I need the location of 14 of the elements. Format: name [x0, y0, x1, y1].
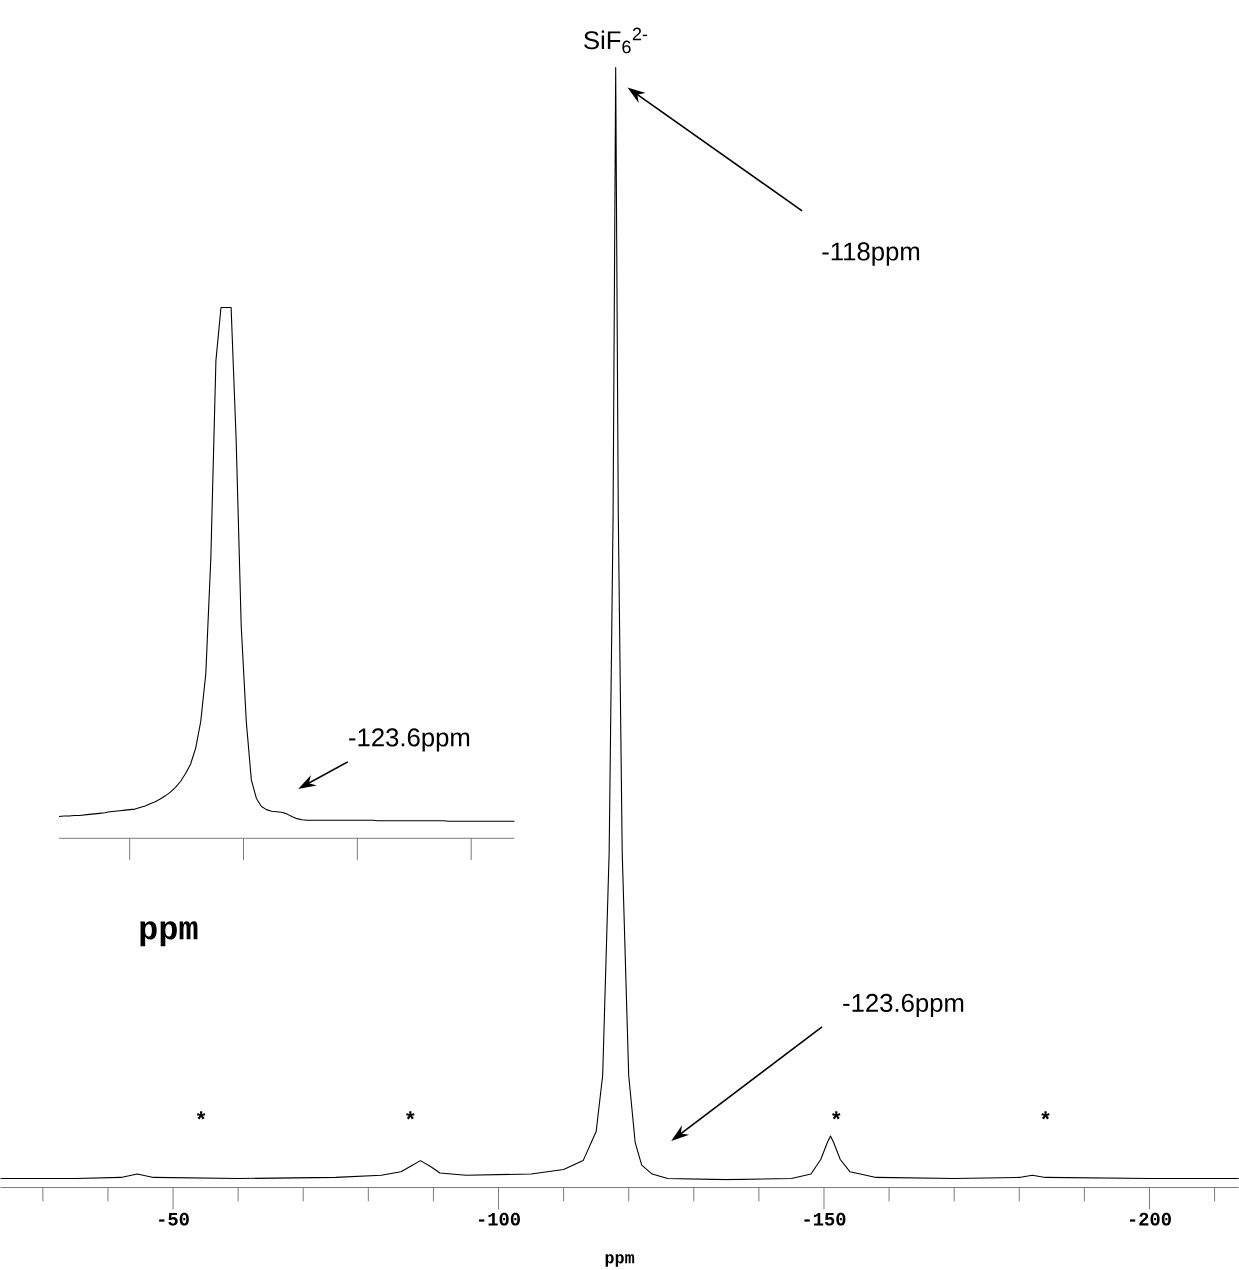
- annotation: SiF$_{6}$2-: [583, 27, 648, 54]
- annotation: *: [196, 1111, 206, 1120]
- annotation: *: [831, 1111, 841, 1120]
- annotation: -123.6ppm: [349, 728, 470, 752]
- x-tick-label: -150: [804, 1212, 846, 1226]
- x-axis-title: ppm: [605, 1254, 635, 1267]
- x-axis-title: ppm: [140, 921, 198, 947]
- x-tick-label: -50: [159, 1212, 189, 1226]
- x-tick-label: -100: [478, 1212, 520, 1226]
- x-tick-label: -200: [1129, 1212, 1171, 1226]
- annotation: -123.6ppm: [843, 993, 964, 1018]
- annotation: *: [1041, 1111, 1050, 1120]
- annotation: -118ppm: [822, 242, 919, 266]
- annotation: *: [406, 1111, 415, 1120]
